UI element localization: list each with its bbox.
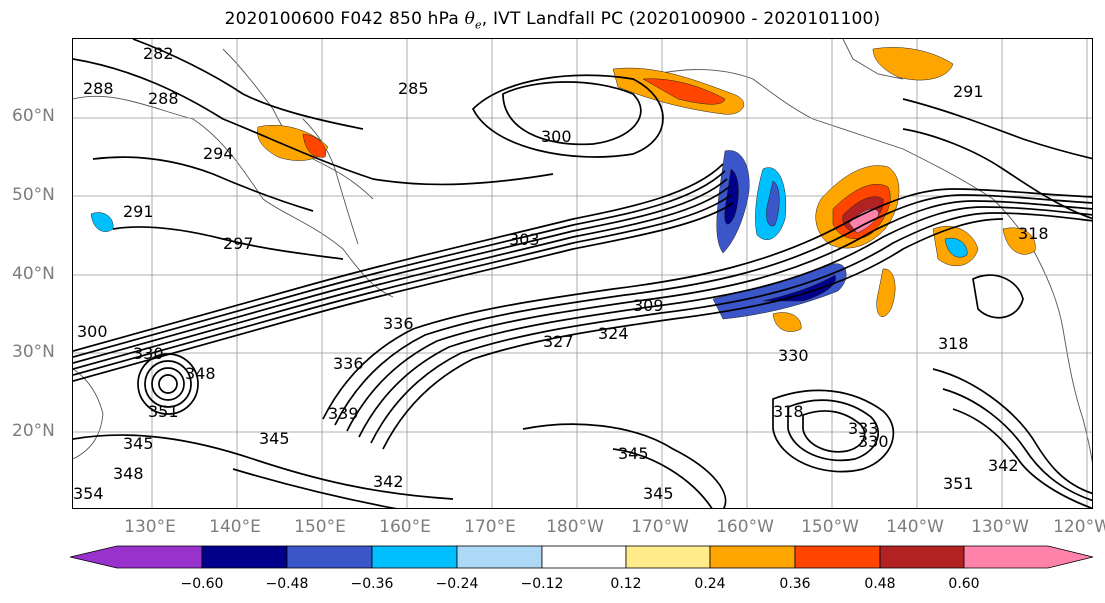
colorbar-tick-label: 0.60 [948, 576, 980, 592]
colorbar [70, 545, 1094, 569]
contour-label: 294 [203, 144, 234, 163]
contour-label: 288 [148, 89, 179, 108]
lat-label: 30°N [12, 342, 55, 362]
shaded-ivt-anomalies [90, 47, 1036, 332]
lon-label: 150°E [294, 517, 346, 537]
lon-label: 160°W [716, 517, 774, 537]
contour-label: 330 [858, 432, 889, 451]
contour-label: 324 [598, 324, 629, 343]
contour-label: 345 [643, 484, 674, 503]
lon-label: 120°W [1053, 517, 1105, 537]
contour-label: 351 [148, 402, 179, 421]
lon-label: 140°W [886, 517, 944, 537]
lon-label: 180°W [546, 517, 604, 537]
colorbar-tick-label: −0.24 [435, 576, 479, 592]
lon-label: 130°E [124, 517, 176, 537]
colorbar-tick-label: −0.60 [180, 576, 224, 592]
contour-label: 348 [185, 364, 216, 383]
lat-label: 60°N [12, 106, 55, 126]
colorbar-tick-label: 0.12 [610, 576, 642, 592]
contour-label: 303 [509, 230, 540, 249]
map-panel: 282 285 288 288 291 291 294 297 300 300 … [72, 38, 1093, 509]
colorbar-tick-label: 0.48 [864, 576, 896, 592]
contour-label-layer: 282 285 288 288 291 291 294 297 300 300 … [73, 44, 1049, 503]
title-prefix: 2020100600 F042 850 hPa [224, 9, 465, 29]
colorbar-tick-label: −0.48 [265, 576, 309, 592]
contour-label: 330 [133, 344, 164, 363]
contour-label: 291 [953, 82, 984, 101]
lat-label: 50°N [12, 185, 55, 205]
contour-label: 345 [618, 444, 649, 463]
contour-label: 354 [73, 484, 104, 503]
contour-label: 345 [123, 434, 154, 453]
colorbar-swatch [371, 545, 458, 569]
colorbar-tick-label: −0.36 [350, 576, 394, 592]
lon-label: 170°W [631, 517, 689, 537]
contour-label: 336 [333, 354, 364, 373]
colorbar-tick-label: −0.12 [520, 576, 564, 592]
map-canvas: 282 285 288 288 291 291 294 297 300 300 … [73, 39, 1092, 508]
contour-label: 330 [778, 346, 809, 365]
lon-label: 150°W [801, 517, 859, 537]
map-title: 2020100600 F042 850 hPa θe, IVT Landfall… [0, 9, 1105, 31]
contour-label: 291 [123, 202, 154, 221]
lon-label: 130°W [971, 517, 1029, 537]
contour-label: 336 [383, 314, 414, 333]
colorbar-swatch [625, 545, 711, 569]
colorbar-swatches [70, 545, 1094, 569]
theta-symbol: θ [464, 9, 476, 29]
contour-label: 309 [633, 296, 664, 315]
colorbar-swatch [709, 545, 796, 569]
colorbar-tick-label: 0.24 [694, 576, 726, 592]
colorbar-swatch [201, 545, 288, 569]
colorbar-swatch [794, 545, 881, 569]
contour-label: 297 [223, 234, 254, 253]
colorbar-swatch [456, 545, 543, 569]
contour-label: 288 [83, 79, 114, 98]
graticule [73, 39, 1092, 508]
colorbar-swatch [286, 545, 373, 569]
contour-label: 318 [938, 334, 969, 353]
lon-label: 170°E [464, 517, 516, 537]
colorbar-swatch [541, 545, 627, 569]
lon-label: 140°E [209, 517, 261, 537]
contour-label: 345 [259, 429, 290, 448]
contour-label: 285 [398, 79, 429, 98]
contour-label: 282 [143, 44, 174, 63]
coastlines [73, 39, 1092, 464]
contour-label: 342 [373, 472, 404, 491]
contour-label: 300 [541, 127, 572, 146]
colorbar-swatch [879, 545, 965, 569]
contour-label: 327 [543, 332, 574, 351]
lon-label: 160°E [379, 517, 431, 537]
contour-label: 333 [848, 419, 879, 438]
contour-label: 348 [113, 464, 144, 483]
colorbar-tick-label: 0.36 [779, 576, 811, 592]
contour-label: 342 [988, 456, 1019, 475]
lat-label: 40°N [12, 264, 55, 284]
title-suffix: , IVT Landfall PC (2020100900 - 20201011… [481, 9, 881, 29]
lat-label: 20°N [12, 421, 55, 441]
colorbar-swatch [70, 545, 203, 569]
contour-label: 318 [1018, 224, 1049, 243]
theta-subscript: e [475, 18, 482, 32]
contour-label: 300 [77, 322, 108, 341]
colorbar-swatch [963, 545, 1094, 569]
contour-label: 318 [773, 402, 804, 421]
contour-label: 351 [943, 474, 974, 493]
theta-e-contours [73, 39, 1092, 508]
contour-label: 339 [328, 404, 359, 423]
